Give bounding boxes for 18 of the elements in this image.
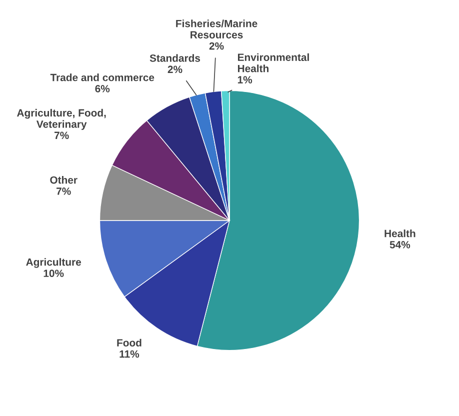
data-label: 1% xyxy=(238,76,252,84)
slice-label: Other xyxy=(50,176,78,184)
slice-label: Environmental Health xyxy=(238,53,309,72)
data-label: 7% xyxy=(56,188,71,195)
slice-label: Health xyxy=(384,230,416,238)
data-label: 11% xyxy=(120,350,140,358)
slice-label: Trade and commerce xyxy=(50,74,154,82)
data-label: 2% xyxy=(209,42,224,50)
slice-label: Agriculture, Food, Veterinary xyxy=(17,108,106,130)
slice-label: Standards xyxy=(150,54,200,62)
data-label: 2% xyxy=(168,66,182,74)
slice-label: Fisheries/Marine Resources xyxy=(176,20,258,38)
data-label: 7% xyxy=(54,132,69,140)
data-label: 6% xyxy=(95,85,110,92)
slice-label: Agriculture xyxy=(26,258,82,268)
data-label: 54% xyxy=(390,241,410,248)
slice-label: Food xyxy=(117,338,142,346)
data-label: 10% xyxy=(44,270,64,278)
